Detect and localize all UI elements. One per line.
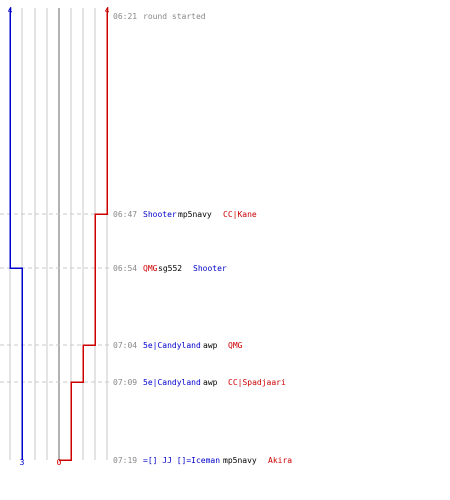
- team-a-start-count: 4: [8, 6, 13, 15]
- event-row: 07:04 5e|Candyland awp QMG: [113, 341, 243, 350]
- event-player-team-a: Shooter: [193, 264, 227, 273]
- event-row: 06:54 QMG sg552 Shooter: [113, 264, 227, 273]
- event-row: 06:47 Shooter mp5navy CC|Kane: [113, 210, 257, 219]
- event-player-team-a: Shooter: [143, 210, 177, 219]
- score-layer: 4 4 3 0: [8, 6, 110, 467]
- event-time: 07:04: [113, 341, 137, 350]
- team-b-start-count: 4: [105, 6, 110, 15]
- event-player-team-a: 5e|Candyland: [143, 378, 201, 387]
- team-b-alive-line: [59, 8, 108, 461]
- event-time: 07:09: [113, 378, 137, 387]
- event-player-team-b: QMG: [143, 264, 158, 273]
- series-layer: [9, 8, 108, 461]
- event-player-team-b: CC|Kane: [223, 210, 257, 219]
- team-a-alive-line: [9, 8, 23, 460]
- grid-layer: [9, 8, 108, 460]
- team-a-end-count: 3: [20, 458, 25, 467]
- event-player-team-b: CC|Spadjaari: [228, 378, 286, 387]
- event-weapon: mp5navy: [223, 456, 257, 465]
- event-player-team-b: Akira: [268, 456, 292, 465]
- event-time: 06:47: [113, 210, 137, 219]
- event-player-team-a: =[] JJ []=Iceman: [143, 456, 220, 465]
- event-time: 06:54: [113, 264, 137, 273]
- event-player-team-a: 5e|Candyland: [143, 341, 201, 350]
- event-player-team-b: QMG: [228, 341, 243, 350]
- event-weapon: sg552: [158, 264, 182, 273]
- event-message: round started: [143, 12, 206, 21]
- event-weapon: mp5navy: [178, 210, 212, 219]
- event-log: 06:21 round started 06:47 Shooter mp5navy C…: [113, 12, 292, 465]
- event-weapon: awp: [203, 341, 218, 350]
- team-b-end-count: 0: [57, 458, 62, 467]
- event-row: 06:21 round started: [113, 12, 206, 21]
- event-row: 07:19 =[] JJ []=Iceman mp5navy Akira: [113, 456, 292, 465]
- event-time: 07:19: [113, 456, 137, 465]
- event-time: 06:21: [113, 12, 137, 21]
- event-row: 07:09 5e|Candyland awp CC|Spadjaari: [113, 378, 286, 387]
- event-weapon: awp: [203, 378, 218, 387]
